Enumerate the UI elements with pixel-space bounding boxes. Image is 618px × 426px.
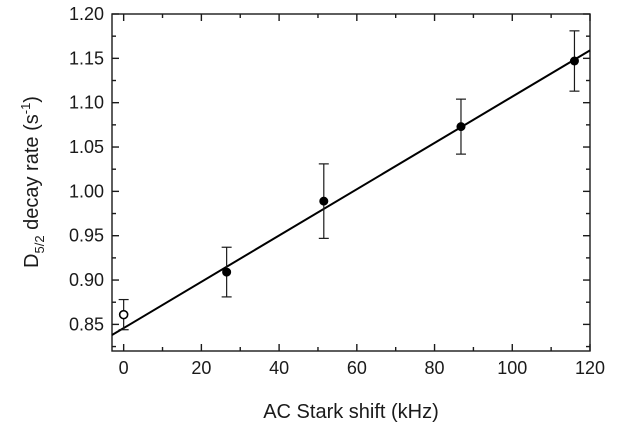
y-tick-label: 1.05 xyxy=(69,137,104,157)
fit-line-group xyxy=(111,49,591,336)
y-axis-title-superscript: -1 xyxy=(18,103,33,115)
y-tick-label: 0.85 xyxy=(69,314,104,334)
y-tick-label: 1.20 xyxy=(69,4,104,24)
y-tick-label: 0.90 xyxy=(69,270,104,290)
data-points xyxy=(118,30,580,331)
y-tick-label: 1.15 xyxy=(69,48,104,68)
y-axis-title-close: ) xyxy=(21,96,43,103)
y-tick-label: 1.10 xyxy=(69,93,104,113)
x-tick-label: 20 xyxy=(191,358,211,378)
fit-line xyxy=(111,49,591,336)
x-axis-title: AC Stark shift (kHz) xyxy=(263,401,439,423)
data-point xyxy=(319,196,329,206)
y-tick-label: 1.00 xyxy=(69,181,104,201)
data-point xyxy=(222,267,232,277)
x-tick-label: 0 xyxy=(119,358,129,378)
y-axis-title-subscript: 5/2 xyxy=(32,235,47,253)
x-tick-label: 40 xyxy=(269,358,289,378)
x-tick-label: 120 xyxy=(575,358,605,378)
x-tick-label: 60 xyxy=(347,358,367,378)
y-axis-title: D5/2 decay rate (s-1) xyxy=(18,96,47,268)
tick-labels: 0 20 40 60 80 100 120 0.85 0.90 0.95 1.00 1.05 1.10 1… xyxy=(69,4,605,378)
data-point xyxy=(569,56,579,66)
x-tick-label: 100 xyxy=(497,358,527,378)
y-tick-label: 0.95 xyxy=(69,226,104,246)
data-point xyxy=(456,122,466,132)
x-tick-label: 80 xyxy=(425,358,445,378)
data-point-open xyxy=(118,309,129,320)
y-axis-title-base: D xyxy=(21,254,43,268)
plot-frame xyxy=(111,13,591,352)
axes xyxy=(111,13,591,352)
y-axis-title-text: decay rate (s xyxy=(21,114,43,235)
